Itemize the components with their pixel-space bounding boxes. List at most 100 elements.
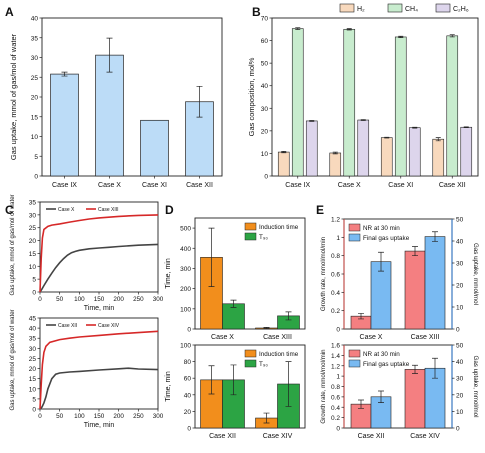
panel-e-right-y-tick-label: 20 — [456, 392, 464, 399]
panel-b-y-tick-label: 70 — [261, 16, 269, 23]
panel-c-y-tick-label: 30 — [29, 212, 37, 219]
panel-e-left-y-tick-label: 0.2 — [331, 415, 340, 422]
panel-e-error-bar — [378, 390, 384, 403]
panel-e-x-tick-label: Case X — [360, 334, 383, 341]
panel-d-legend-label: T₉₀ — [259, 234, 268, 241]
panel-a-y-tick-label: 30 — [31, 55, 39, 62]
panel-c-legend-label: Case X — [58, 207, 75, 213]
panel-d-error-bar — [208, 227, 215, 287]
panel-b-legend-swatch — [435, 3, 451, 13]
panel-d-y-tick-label: 0 — [187, 327, 191, 334]
panel-d-error-bar — [230, 364, 237, 396]
panel-b-y-tick-label: 20 — [261, 128, 269, 135]
panel-b-error-bar — [309, 120, 315, 122]
panel-e-legend-label: Final gas uptake — [363, 235, 410, 242]
panel-b-error-bar — [449, 34, 455, 38]
panel-a-bar — [95, 54, 124, 177]
panel-a-ylabel: Gas uptake, mmol of gas/mol of water — [9, 33, 18, 160]
panel-e-legend-swatch — [348, 223, 361, 232]
panel-e-error-bar — [378, 251, 384, 272]
panel-a-label: A — [5, 5, 14, 19]
panel-b-error-bar — [295, 27, 301, 30]
panel-c-x-tick-label: 100 — [74, 296, 85, 303]
panel-d-y-tick-label: 100 — [180, 343, 191, 350]
panel-e-right-y-tick-label: 40 — [456, 239, 464, 246]
panel-d-ylabel: Time, min — [165, 258, 172, 289]
panel-e-legend-swatch — [348, 349, 361, 358]
panel-b-error-bar — [360, 119, 366, 121]
panel-c-y-tick-label: 5 — [32, 396, 36, 403]
panel-e-ylabel-left: Growth rate, mmol/mol/min — [320, 349, 327, 424]
panel-a-x-tick-label: Case X — [98, 182, 121, 189]
panel-c-y-tick-label: 10 — [29, 264, 37, 271]
panel-e-ylabel-left: Growth rate, mmol/mol/min — [320, 236, 327, 311]
panel-e-x-tick-label: Case XIV — [410, 433, 440, 440]
panel-c-ylabel-bottom: Gas uptake, mmol of gas/mol of water — [10, 309, 16, 410]
panel-e-left-y-tick-label: 1.6 — [331, 343, 340, 350]
panel-c-label: C — [5, 203, 14, 217]
panel-a-y-tick-label: 5 — [34, 154, 38, 161]
panel-b-error-bar — [281, 151, 287, 154]
panel-e-ylabel-right: Gas uptake, mmol/mol — [472, 356, 479, 418]
panel-b-bar — [408, 127, 421, 177]
panel-e-x-tick-label: Case XIII — [411, 334, 440, 341]
panel-e-left-y-tick-label: 1.2 — [331, 217, 340, 224]
panel-c-y-tick-label: 5 — [32, 277, 36, 284]
panel-b-y-tick-label: 40 — [261, 83, 269, 90]
panel-c-x-tick-label: 250 — [133, 296, 144, 303]
panel-c-x-tick-label: 0 — [38, 413, 42, 420]
panel-b-bar — [305, 120, 318, 177]
panel-c-y-tick-label: 0 — [32, 290, 36, 297]
panel-e-left-y-tick-label: 0.8 — [331, 253, 340, 260]
panel-a-x-tick-label: Case XI — [142, 182, 167, 189]
panel-c-y-tick-label: 45 — [29, 316, 37, 323]
panel-d-x-tick-label: Case XII — [209, 433, 236, 440]
panel-b-y-tick-label: 0 — [264, 174, 268, 181]
panel-c-x-tick-label: 250 — [133, 413, 144, 420]
panel-e-error-bar — [412, 246, 418, 257]
panel-d-axes — [194, 344, 306, 429]
panel-a-y-tick-label: 35 — [31, 35, 39, 42]
panel-b-axes — [271, 17, 479, 177]
panel-b-x-tick-label: Case XI — [388, 182, 413, 189]
panel-d-error-bar — [208, 365, 215, 395]
panel-a-bar — [50, 73, 79, 177]
panel-b-x-tick-label: Case IX — [285, 182, 310, 189]
panel-a-bar — [140, 119, 169, 177]
panel-c-x-tick-label: 100 — [74, 413, 85, 420]
panel-a-error-bar — [106, 37, 113, 73]
panel-a-y-tick-label: 25 — [31, 75, 39, 82]
panel-a-y-tick-label: 10 — [31, 134, 39, 141]
panel-a-x-tick-label: Case XII — [186, 182, 213, 189]
panel-e-legend-label: NR at 30 min — [363, 351, 400, 358]
panel-b-legend-label: CH₄ — [405, 6, 418, 13]
panel-e-left-y-tick-label: 0.6 — [331, 394, 340, 401]
panel-e-right-y-tick-label: 20 — [456, 283, 464, 290]
panel-b-legend-label: H₂ — [357, 6, 365, 13]
panel-c-x-tick-label: 0 — [38, 296, 42, 303]
panel-d-y-tick-label: 400 — [180, 246, 191, 253]
panel-e-x-tick-label: Case XII — [358, 433, 385, 440]
panel-c-x-tick-label: 150 — [94, 413, 105, 420]
panel-b-error-bar — [384, 136, 390, 139]
panel-d-legend-swatch — [244, 222, 257, 231]
panel-e-right-y-tick-label: 10 — [456, 305, 464, 312]
panel-e-right-y-tick-label: 50 — [456, 343, 464, 350]
panel-c-xlabel: Time, min — [84, 305, 115, 312]
panel-d-x-tick-label: Case XIII — [263, 334, 292, 341]
panel-e-ylabel-right: Gas uptake, mmol/mol — [472, 243, 479, 305]
panel-e-right-y-tick-label: 0 — [456, 327, 460, 334]
panel-d-y-tick-label: 40 — [184, 392, 192, 399]
panel-c-y-tick-label: 0 — [32, 407, 36, 414]
panel-c-y-tick-label: 20 — [29, 238, 37, 245]
panel-b-bar — [380, 137, 393, 177]
panel-c-axes — [39, 317, 159, 410]
panel-e-left-y-tick-label: 0.4 — [331, 290, 340, 297]
panel-b-bar — [343, 28, 356, 177]
panel-c-x-tick-label: 150 — [94, 296, 105, 303]
panel-c-series-line — [39, 214, 159, 293]
panel-e-legend-label: Final gas uptake — [363, 361, 410, 368]
panel-c-y-tick-label: 35 — [29, 200, 37, 207]
panel-a-error-bar — [61, 71, 68, 77]
panel-c-series-line — [39, 243, 159, 293]
